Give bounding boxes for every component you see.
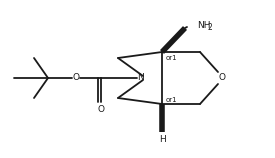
Text: O: O xyxy=(219,73,225,82)
Text: O: O xyxy=(98,106,104,115)
Text: or1: or1 xyxy=(166,97,178,103)
Text: NH: NH xyxy=(197,21,210,30)
Text: H: H xyxy=(159,136,165,145)
Text: N: N xyxy=(137,73,143,82)
Text: 2: 2 xyxy=(207,22,212,31)
Text: O: O xyxy=(73,73,79,82)
Text: or1: or1 xyxy=(166,55,178,61)
